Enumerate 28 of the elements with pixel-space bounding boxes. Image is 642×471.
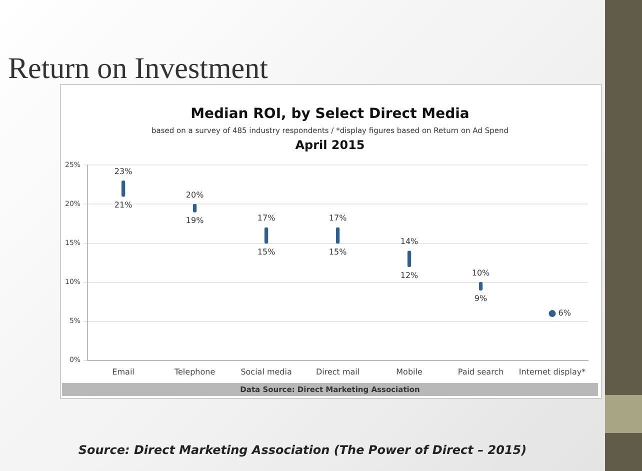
x-tick-label: Mobile [396,367,422,376]
x-tick-label: Direct mail [316,367,360,376]
x-tick-label: Internet display* [518,367,586,376]
annotation: 10% [472,268,490,278]
annotation: 23% [114,166,133,176]
bar [264,227,268,244]
x-tick-label: Email [112,367,134,376]
annotation: 20% [186,190,204,200]
annotation: 17% [328,214,348,223]
bar [336,227,340,244]
annotation: 17% [257,214,276,223]
chart-title: Return on Investment [8,52,268,86]
chart-subtitle: Median ROI, by Select Direct Media [190,106,470,122]
annotation: 6% [558,308,572,318]
annotation: 15% [328,247,348,256]
bar [407,250,412,268]
annotation: 14% [400,237,419,246]
annotation: 9% [474,294,488,304]
annotation: 21% [114,200,133,210]
bar [121,180,126,197]
x-tick-label: Telephone [173,367,216,376]
x-tick-label: Social media [240,367,292,376]
annotation: 12% [400,270,419,280]
text: April 2015 [294,138,366,152]
annotation: 19% [186,216,204,226]
x-tick-label: Paid search [458,367,504,376]
annotation: 15% [257,247,276,256]
source-note: Source: Direct Marketing Association (The Power of Direct – 2015) [77,443,528,457]
